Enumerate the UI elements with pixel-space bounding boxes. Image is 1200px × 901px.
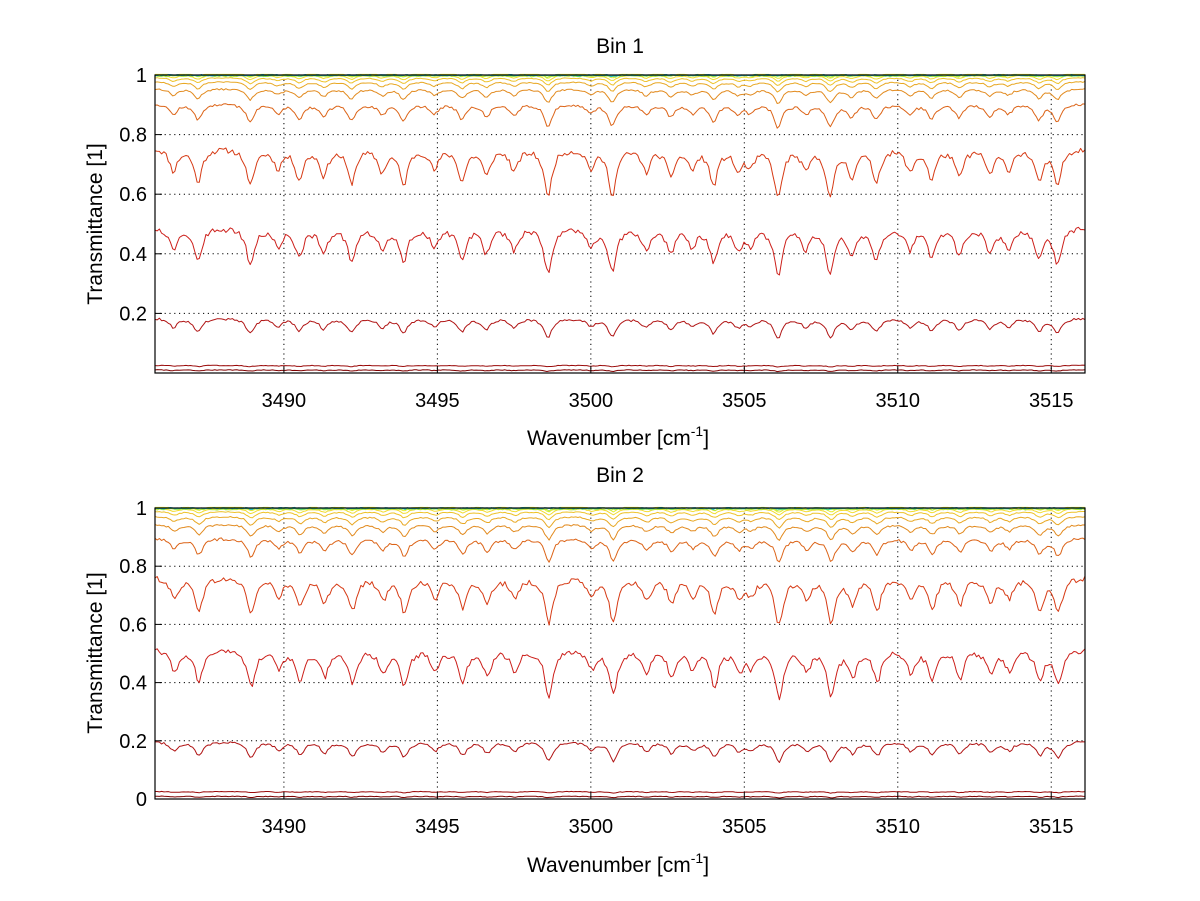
series-line-2: [154, 364, 1086, 368]
x-tick-label: 3510: [876, 390, 921, 412]
x-tick-label: 3515: [1029, 816, 1074, 838]
series-line-6: [154, 537, 1086, 563]
axes-frame: [154, 507, 1086, 800]
ticks: 3490 3495 3500 3505 3510 3515 0 0.2 0.4 0.6 0.8 1: [119, 498, 1085, 838]
plot-title: Bin 1: [596, 35, 644, 58]
axes-frame: [154, 74, 1086, 374]
ticks: 3490 3495 3500 3505 3510 3515 0.2 0.4 0.6 0.8 1: [119, 65, 1085, 412]
x-tick-label: 3490: [262, 816, 307, 838]
x-tick-label: 3495: [415, 816, 460, 838]
grid: [155, 508, 1085, 799]
series-line-8: [154, 80, 1086, 93]
series-line-5: [154, 575, 1086, 626]
y-tick-label: 0.6: [119, 184, 147, 206]
series-line-12: [154, 508, 1086, 512]
y-tick-label: 0.6: [119, 614, 147, 636]
y-tick-label: 1: [136, 498, 147, 520]
y-tick-label: 0.8: [119, 556, 147, 578]
subplot-bin-1: Bin 1 3490 3495 3500 3505 3510 3515 0.2 0.4 0.6 0…: [84, 35, 1086, 450]
y-axis-label: Transmittance [1]: [84, 572, 107, 733]
series-line-7: [154, 523, 1086, 541]
y-tick-label: 0: [136, 789, 147, 811]
grid: [155, 75, 1085, 373]
subplot-bin-2: Bin 2 3490 3495 3500 3505 3510 3515 0 0.2 0.4 0.6…: [84, 464, 1086, 877]
y-axis-label: Transmittance [1]: [84, 143, 107, 304]
y-tick-label: 1: [136, 65, 147, 87]
x-axis-label: Wavenumber [cm-1]: [527, 423, 709, 450]
series-line-12: [154, 74, 1086, 78]
series-line-2: [155, 790, 1086, 794]
x-axis-label: Wavenumber [cm-1]: [527, 850, 709, 877]
series-line-1: [155, 795, 1086, 799]
x-tick-label: 3495: [415, 390, 460, 412]
x-tick-label: 3490: [262, 390, 307, 412]
y-tick-label: 0.2: [119, 303, 147, 325]
x-tick-label: 3500: [569, 816, 614, 838]
series-line-1: [154, 369, 1086, 373]
y-tick-label: 0.2: [119, 731, 147, 753]
series-line-4: [154, 648, 1086, 701]
series-line-3: [154, 317, 1086, 339]
series-line-10: [154, 507, 1086, 516]
x-tick-label: 3500: [569, 390, 614, 412]
y-tick-label: 0.8: [119, 125, 147, 147]
x-tick-label: 3505: [722, 816, 767, 838]
series-line-8: [154, 516, 1086, 529]
series-line-5: [154, 147, 1086, 198]
series-line-3: [154, 741, 1086, 763]
plot-title: Bin 2: [596, 464, 644, 487]
y-tick-label: 0.4: [119, 244, 147, 266]
curves: [154, 73, 1086, 373]
series-line-9: [154, 511, 1085, 521]
x-tick-label: 3510: [876, 816, 921, 838]
x-tick-label: 3515: [1029, 390, 1074, 412]
series-line-6: [154, 103, 1086, 129]
series-line-9: [154, 77, 1086, 86]
curves: [154, 506, 1086, 799]
y-tick-label: 0.4: [119, 673, 147, 695]
series-line-4: [154, 226, 1086, 276]
x-tick-label: 3505: [722, 390, 767, 412]
series-line-7: [154, 88, 1086, 104]
